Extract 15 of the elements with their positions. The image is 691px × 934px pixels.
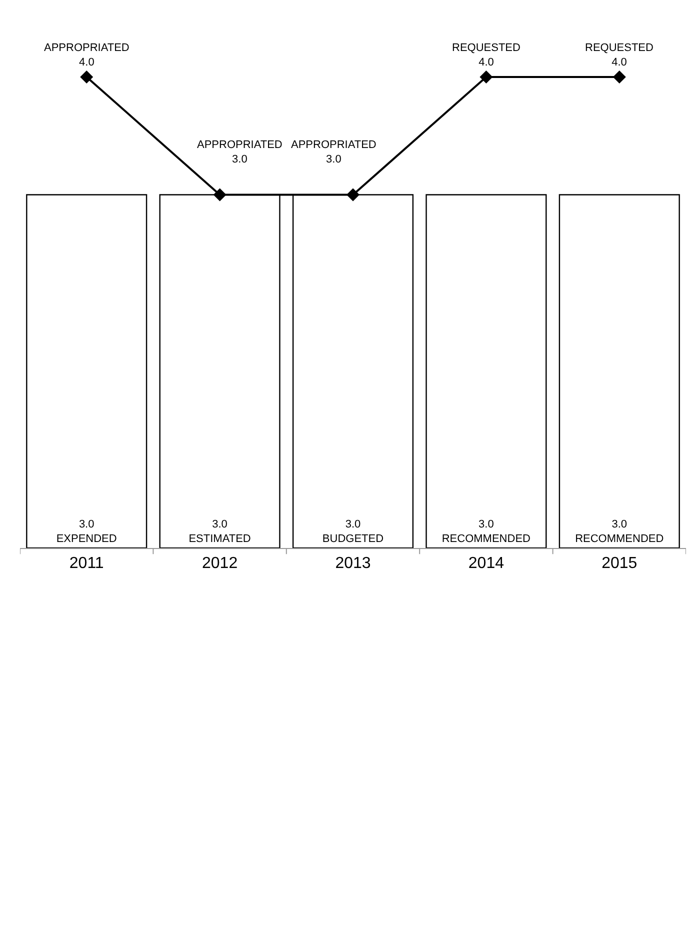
data-label: 3.0 RECOMMENDED (575, 518, 664, 545)
x-tick-label: 2013 (335, 555, 371, 572)
x-tick-label: 2014 (468, 555, 504, 572)
x-tick-label: 2011 (69, 555, 104, 572)
data-label: APPROPRIATED 3.0 (197, 139, 282, 166)
data-label: 3.0 EXPENDED (56, 518, 117, 545)
x-tick-label: 2015 (602, 555, 638, 572)
data-label: REQUESTED 4.0 (452, 42, 521, 68)
data-label: APPROPRIATED 3.0 (291, 139, 376, 166)
x-tick-label: 2012 (202, 555, 238, 572)
data-label: APPROPRIATED 4.0 (44, 42, 130, 68)
data-label: REQUESTED 4.0 (585, 42, 654, 68)
data-label: 3.0 RECOMMENDED (442, 518, 531, 545)
data-label: 3.0 ESTIMATED (188, 518, 251, 545)
data-label: 3.0 BUDGETED (322, 518, 384, 545)
